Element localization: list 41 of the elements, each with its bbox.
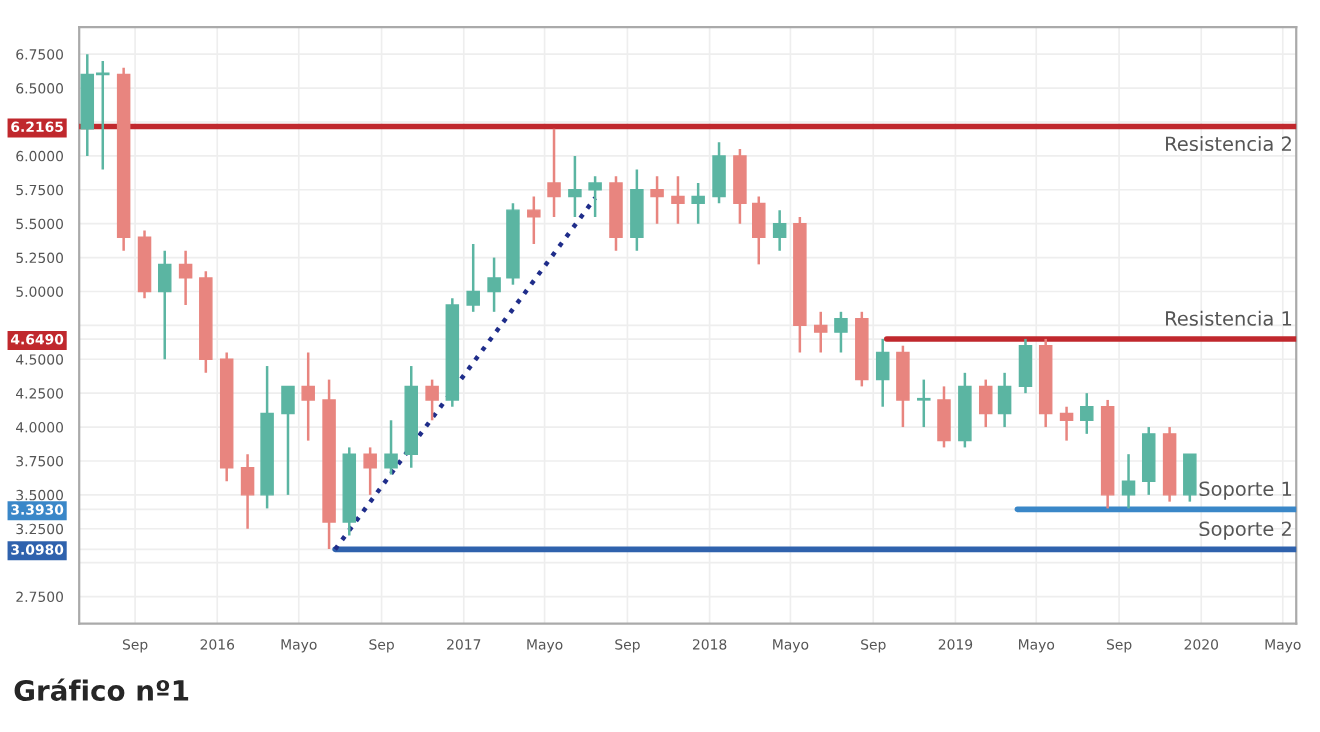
candlestick — [547, 127, 561, 219]
candlestick — [650, 174, 664, 225]
candlestick — [875, 337, 890, 408]
candlestick — [1018, 337, 1033, 395]
series-label: Resistencia 2 — [1166, 136, 1291, 152]
candlestick — [712, 141, 726, 205]
candlestick — [813, 310, 828, 354]
candlestick — [752, 195, 766, 266]
candlestick — [240, 452, 255, 530]
candlestick — [630, 168, 644, 253]
candlestick — [1141, 425, 1156, 497]
candlestick — [834, 310, 848, 354]
candlestick — [425, 378, 439, 422]
candlestick — [917, 378, 931, 429]
candlestick — [691, 181, 705, 225]
candlestick — [1080, 391, 1094, 436]
candlestick — [466, 242, 480, 314]
candlestick — [487, 256, 501, 314]
candlestick — [281, 385, 295, 497]
candlestick — [1183, 452, 1197, 503]
candlestick — [568, 154, 582, 219]
candlestick — [157, 249, 172, 361]
series-label: Soporte 1 — [1199, 481, 1292, 500]
candlestick — [896, 344, 910, 429]
candlestick — [527, 195, 541, 246]
candlestick — [997, 371, 1012, 429]
text: Gráfico nº1 — [14, 678, 189, 701]
candlestick — [1121, 452, 1136, 510]
candlestick — [588, 174, 602, 219]
candlestick — [733, 147, 747, 225]
series-label: Soporte 2 — [1199, 521, 1291, 540]
candlestick — [178, 249, 193, 307]
candlestick — [978, 378, 993, 429]
candlestick — [384, 419, 398, 476]
candlestick — [772, 208, 787, 253]
candlestick — [363, 446, 377, 497]
series-label: Resistencia 1 — [1166, 310, 1292, 326]
candlestick — [937, 385, 951, 449]
candlestick — [671, 174, 685, 225]
candlestick — [301, 351, 315, 442]
candlestick — [1059, 405, 1074, 442]
